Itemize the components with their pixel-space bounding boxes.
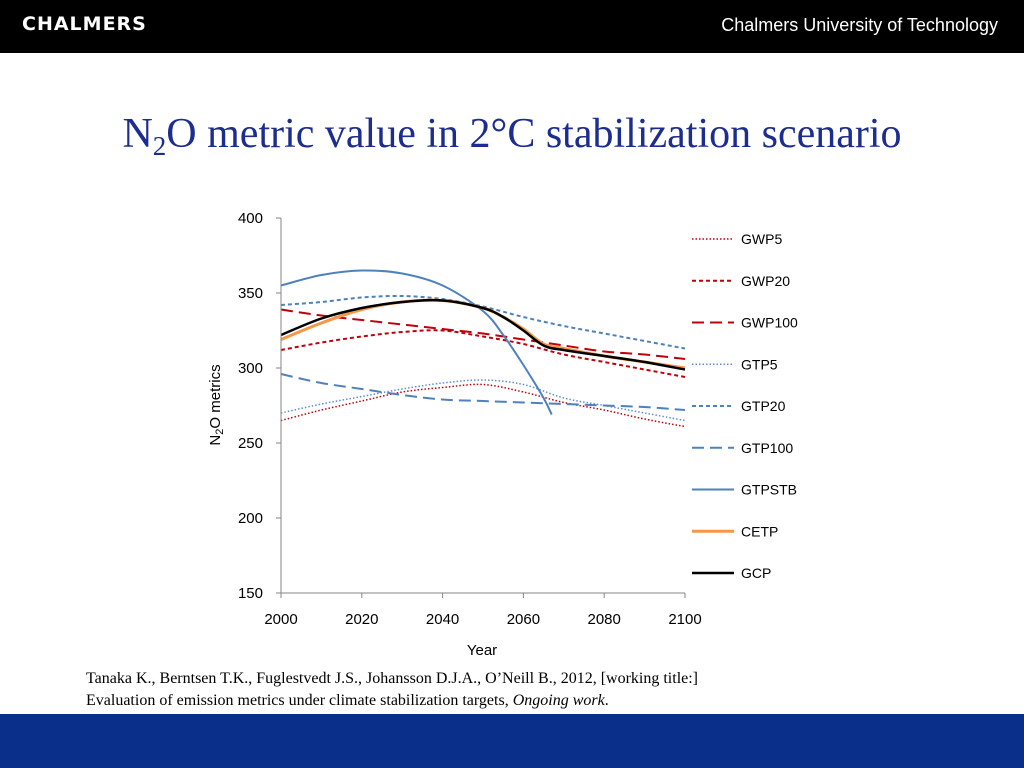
legend-label-gwp100: GWP100 <box>741 315 798 331</box>
series-line-gcp <box>280 298 686 371</box>
y-axis-label-rest: O metrics <box>207 364 224 428</box>
series-line-gwp20 <box>280 329 686 378</box>
x-tick-label: 2100 <box>668 611 701 628</box>
y-tick-label: 200 <box>238 510 263 527</box>
x-tick-label: 2080 <box>588 611 621 628</box>
y-tick-label: 250 <box>238 435 263 452</box>
slide-title: N2O metric value in 2°C stabilization sc… <box>0 110 1024 162</box>
legend-label-gwp20: GWP20 <box>741 273 790 289</box>
y-tick-label: 150 <box>238 585 263 602</box>
chalmers-logo: CHALMERS <box>22 13 147 35</box>
reference-line-2: Evaluation of emission metrics under cli… <box>86 690 986 712</box>
x-axis-label: Year <box>467 642 497 659</box>
series-line-gtpstb <box>280 269 553 415</box>
reference-line-1: Tanaka K., Berntsen T.K., Fuglestvedt J.… <box>86 670 699 687</box>
y-tick-label: 350 <box>238 285 263 302</box>
legend-label-cetp: CETP <box>741 523 778 539</box>
series-line-gtp20 <box>280 294 686 350</box>
legend-label-gtpstb: GTPSTB <box>741 482 797 498</box>
x-tick-label: 2060 <box>507 611 540 628</box>
title-n: N <box>122 111 153 157</box>
x-tick-label: 2000 <box>264 611 297 628</box>
y-axis-label-n: N <box>207 435 224 446</box>
y-axis-label: N2O metrics <box>207 364 226 445</box>
series-line-gwp100 <box>280 308 686 360</box>
footer-bar <box>0 714 1024 768</box>
legend-label-gwp5: GWP5 <box>741 231 782 247</box>
university-name: Chalmers University of Technology <box>721 15 998 35</box>
chart-legend: GWP5 GWP20 GWP100 GTP5 GTP20 GTP100 GTPSTB CETP… <box>692 231 798 581</box>
reference-end: . <box>604 692 609 709</box>
y-tick-label: 400 <box>238 210 263 227</box>
series-line-gtp5 <box>280 379 686 422</box>
legend-label-gtp100: GTP100 <box>741 440 793 456</box>
legend-label-gtp20: GTP20 <box>741 398 786 414</box>
reference-line-2-text: Evaluation of emission metrics under cli… <box>86 692 513 709</box>
legend-label-gtp5: GTP5 <box>741 356 778 372</box>
header-bar <box>0 0 1024 53</box>
legend-label-gcp: GCP <box>741 565 771 581</box>
title-rest: O metric value in 2°C stabilization scen… <box>166 111 902 157</box>
y-axis-label-sub: 2 <box>214 429 226 435</box>
x-tick-label: 2020 <box>345 611 378 628</box>
series-line-gtp100 <box>280 373 686 411</box>
x-tick-label: 2040 <box>426 611 459 628</box>
plot-area <box>280 269 686 428</box>
reference-italic: Ongoing work <box>512 692 605 709</box>
y-tick-label: 300 <box>238 360 263 377</box>
reference-text: Tanaka K., Berntsen T.K., Fuglestvedt J.… <box>86 668 986 712</box>
series-line-gwp5 <box>280 383 686 428</box>
title-subscript: 2 <box>152 131 167 161</box>
